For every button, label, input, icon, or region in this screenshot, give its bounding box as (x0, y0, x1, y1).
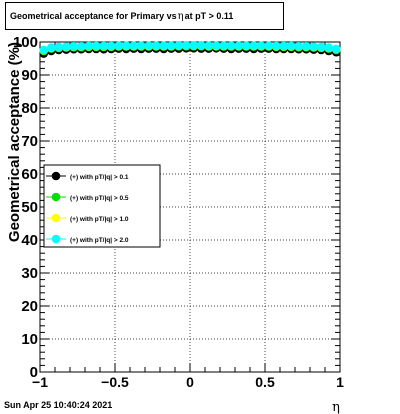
data-point (286, 41, 296, 51)
data-point (69, 41, 79, 51)
legend-label: (+) with pT/|q| > 0.5 (70, 195, 129, 202)
data-point (46, 43, 56, 52)
legend-marker (51, 192, 61, 202)
legend-box (43, 164, 161, 248)
data-point (316, 42, 326, 52)
data-point (331, 44, 341, 54)
chart-title-eta-symbol: η (177, 10, 184, 22)
y-tick-label: 40 (21, 232, 38, 249)
data-point (61, 42, 71, 51)
x-tick-label: 1 (336, 374, 344, 390)
data-point (279, 41, 289, 51)
y-axis-label: Geometrical acceptance (%) (6, 42, 23, 242)
x-tick-label: 0 (186, 374, 194, 390)
data-point (241, 41, 251, 50)
data-point (211, 41, 221, 50)
data-point (271, 41, 281, 51)
y-tick-label: 10 (21, 331, 38, 348)
legend-label: (+) with pT/|q| > 1.0 (70, 216, 129, 223)
y-tick-label: 50 (21, 199, 38, 216)
data-point (174, 41, 184, 50)
data-point (219, 41, 229, 50)
chart-title-prefix: Geometrical acceptance for Primary vs (10, 11, 177, 21)
data-point (189, 41, 199, 50)
data-point (166, 41, 176, 50)
legend-marker (51, 234, 61, 244)
data-point (264, 41, 274, 50)
y-tick-label: 30 (21, 265, 38, 282)
data-point (76, 41, 86, 51)
data-point (114, 41, 124, 50)
legend-marker (51, 171, 61, 181)
y-tick-label: 100 (13, 34, 38, 51)
data-point (256, 41, 266, 50)
x-tick-label: 0.5 (255, 374, 275, 390)
data-point (181, 41, 191, 50)
data-point (99, 41, 109, 51)
data-point (151, 41, 161, 50)
y-tick-label: 60 (21, 166, 38, 183)
x-axis-label: η (332, 400, 340, 414)
legend-label: (+) with pT/|q| > 0.1 (70, 174, 129, 181)
legend-label: (+) with pT/|q| > 2.0 (70, 237, 129, 244)
data-point (301, 41, 311, 51)
chart-title-suffix: at pT > 0.11 (184, 11, 234, 21)
data-point (294, 41, 304, 51)
y-tick-label: 90 (21, 67, 38, 84)
data-point (39, 45, 49, 55)
y-tick-label: 0 (30, 364, 38, 381)
legend-marker (51, 213, 61, 223)
data-point (196, 41, 206, 50)
y-tick-label: 80 (21, 100, 38, 117)
data-point (129, 41, 139, 50)
data-point (121, 41, 131, 50)
x-tick-label: −1 (32, 374, 48, 390)
data-point (234, 41, 244, 50)
data-point (106, 41, 116, 51)
data-point (159, 41, 169, 50)
data-point (136, 41, 146, 50)
data-point (309, 42, 319, 51)
y-tick-label: 70 (21, 133, 38, 150)
data-point (84, 41, 94, 51)
footer-timestamp: Sun Apr 25 10:40:24 2021 (4, 400, 113, 410)
data-point (54, 42, 64, 52)
data-point (226, 41, 236, 50)
x-tick-label: −0.5 (101, 374, 129, 390)
data-point (249, 41, 259, 50)
chart-title: Geometrical acceptance for Primary vs η … (5, 2, 284, 30)
data-point (91, 41, 101, 51)
data-point (144, 41, 154, 50)
y-tick-label: 20 (21, 298, 38, 315)
data-point (324, 43, 334, 52)
data-point (204, 41, 214, 50)
